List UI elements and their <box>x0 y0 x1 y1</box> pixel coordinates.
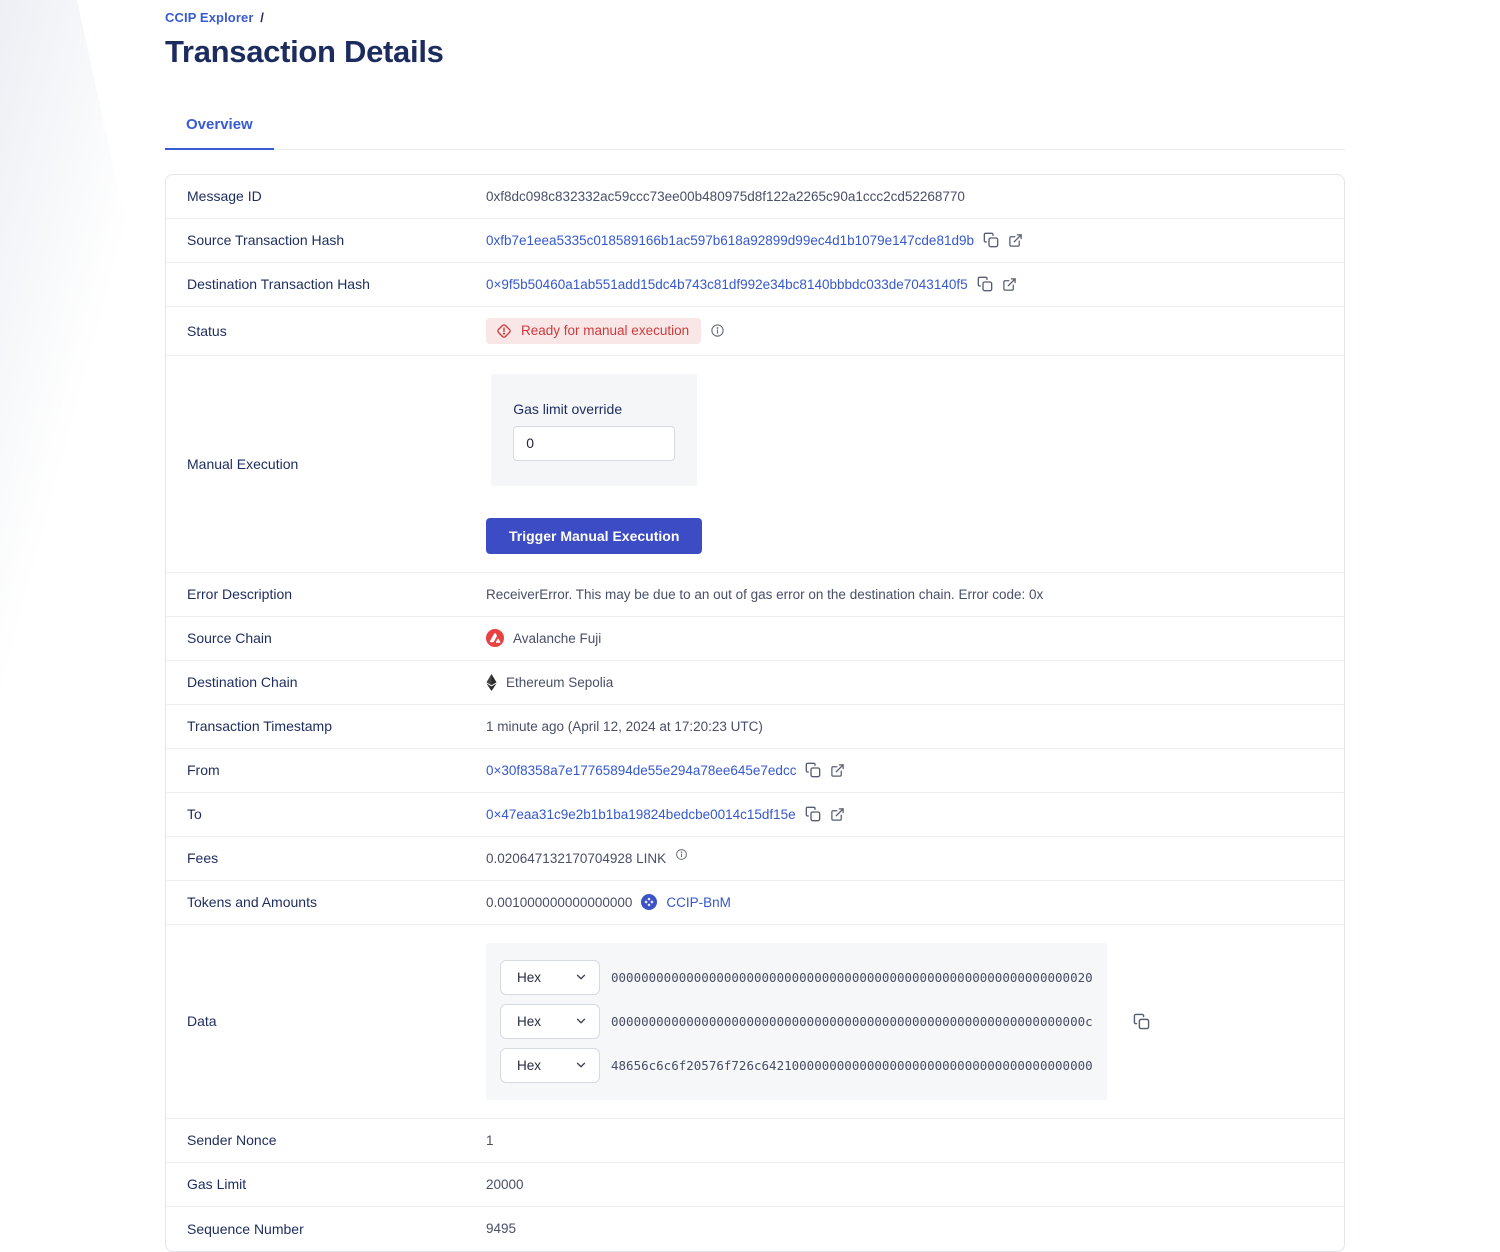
destination-chain-value: Ethereum Sepolia <box>506 674 614 690</box>
external-link-icon[interactable] <box>830 763 845 778</box>
external-link-icon[interactable] <box>1002 277 1017 292</box>
sender-nonce-value: 1 <box>486 1132 494 1148</box>
source-chain-label: Source Chain <box>187 630 272 647</box>
row-source-chain: Source Chain Avalanche Fuji <box>166 617 1344 661</box>
from-address-link[interactable]: 0×30f8358a7e17765894de55e294a78ee645e7ed… <box>486 762 797 778</box>
ccip-bnm-token-link[interactable]: CCIP-BnM <box>666 894 731 910</box>
external-link-icon[interactable] <box>830 807 845 822</box>
row-sequence-number: Sequence Number 9495 <box>166 1207 1344 1251</box>
tab-overview[interactable]: Overview <box>165 107 274 150</box>
fees-value: 0.020647132170704928 LINK <box>486 850 667 866</box>
copy-icon[interactable] <box>983 232 999 248</box>
row-manual-execution: Manual Execution Gas limit override Trig… <box>166 356 1344 573</box>
to-label: To <box>187 806 202 823</box>
row-tokens-and-amounts: Tokens and Amounts 0.001000000000000000 … <box>166 881 1344 925</box>
row-status: Status Ready for manual execution <box>166 307 1344 356</box>
sequence-number-label: Sequence Number <box>187 1220 304 1237</box>
data-line: Hex 000000000000000000000000000000000000… <box>500 959 1093 995</box>
to-address-link[interactable]: 0×47eaa31c9e2b1b1ba19824bedcbe0014c15df1… <box>486 806 796 822</box>
breadcrumb-separator: / <box>260 10 264 25</box>
data-format-select[interactable]: Hex <box>500 959 600 995</box>
data-format-selected: Hex <box>517 969 542 985</box>
data-hex-panel: Hex 000000000000000000000000000000000000… <box>486 942 1107 1100</box>
avalanche-chain-icon <box>486 629 504 648</box>
transaction-timestamp-label: Transaction Timestamp <box>187 718 332 735</box>
data-line: Hex 48656c6c6f20576f726c6421000000000000… <box>500 1047 1093 1083</box>
row-gas-limit: Gas Limit 20000 <box>166 1163 1344 1207</box>
copy-icon[interactable] <box>805 806 821 822</box>
row-to: To 0×47eaa31c9e2b1b1ba19824bedcbe0014c15… <box>166 793 1344 837</box>
token-amount: 0.001000000000000000 <box>486 894 633 910</box>
source-tx-hash-label: Source Transaction Hash <box>187 232 345 249</box>
info-icon[interactable] <box>675 848 688 861</box>
copy-icon[interactable] <box>977 276 993 292</box>
fees-label: Fees <box>187 850 219 867</box>
chevron-down-icon <box>574 1058 588 1072</box>
data-hex-value: 0000000000000000000000000000000000000000… <box>611 1013 1093 1029</box>
row-sender-nonce: Sender Nonce 1 <box>166 1119 1344 1163</box>
row-source-tx-hash: Source Transaction Hash 0xfb7e1eea5335c0… <box>166 219 1344 263</box>
gas-limit-value: 20000 <box>486 1176 524 1192</box>
background-gradient <box>0 0 140 760</box>
breadcrumb-link-ccip-explorer[interactable]: CCIP Explorer <box>165 10 254 25</box>
tokens-and-amounts-label: Tokens and Amounts <box>187 894 317 911</box>
destination-tx-hash-link[interactable]: 0×9f5b50460a1ab551add15dc4b743c81df992e3… <box>486 276 968 292</box>
message-id-label: Message ID <box>187 188 262 205</box>
details-card: Message ID 0xf8dc098c832332ac59ccc73ee00… <box>165 173 1345 1252</box>
row-destination-chain: Destination Chain Ethereum Sepolia <box>166 661 1344 705</box>
breadcrumb: CCIP Explorer / <box>165 10 1345 25</box>
trigger-manual-execution-button[interactable]: Trigger Manual Execution <box>486 517 703 554</box>
data-line: Hex 000000000000000000000000000000000000… <box>500 1003 1093 1039</box>
transaction-timestamp-value: 1 minute ago (April 12, 2024 at 17:20:23… <box>486 718 763 734</box>
sequence-number-value: 9495 <box>486 1221 517 1237</box>
transaction-details-page: CCIP Explorer / Transaction Details Over… <box>165 0 1345 1252</box>
data-format-selected: Hex <box>517 1013 542 1029</box>
data-hex-value: 48656c6c6f20576f726c64210000000000000000… <box>611 1057 1093 1073</box>
data-format-selected: Hex <box>517 1057 542 1073</box>
row-fees: Fees 0.020647132170704928 LINK <box>166 837 1344 881</box>
manual-execution-label: Manual Execution <box>187 455 299 472</box>
page-title: Transaction Details <box>165 34 444 69</box>
source-tx-hash-link[interactable]: 0xfb7e1eea5335c018589166b1ac597b618a9289… <box>486 232 974 248</box>
ethereum-chain-icon <box>486 673 497 691</box>
status-badge: Ready for manual execution <box>486 317 702 344</box>
row-from: From 0×30f8358a7e17765894de55e294a78ee64… <box>166 749 1344 793</box>
gas-limit-override-input[interactable] <box>513 425 676 461</box>
data-hex-value: 0000000000000000000000000000000000000000… <box>611 969 1093 985</box>
source-chain-value: Avalanche Fuji <box>513 630 602 646</box>
row-message-id: Message ID 0xf8dc098c832332ac59ccc73ee00… <box>166 175 1344 219</box>
data-format-select[interactable]: Hex <box>500 1003 600 1039</box>
from-label: From <box>187 762 220 779</box>
copy-icon[interactable] <box>805 762 821 778</box>
gas-limit-override-label: Gas limit override <box>513 400 623 417</box>
copy-icon[interactable] <box>1133 1013 1150 1030</box>
message-id-value: 0xf8dc098c832332ac59ccc73ee00b480975d8f1… <box>486 188 965 204</box>
error-description-label: Error Description <box>187 586 293 603</box>
error-description-value: ReceiverError. This may be due to an out… <box>486 586 1044 602</box>
row-transaction-timestamp: Transaction Timestamp 1 minute ago (Apri… <box>166 705 1344 749</box>
status-badge-text: Ready for manual execution <box>521 323 690 339</box>
row-error-description: Error Description ReceiverError. This ma… <box>166 573 1344 617</box>
gas-limit-override-panel: Gas limit override <box>491 373 698 486</box>
info-icon[interactable] <box>710 323 725 338</box>
gas-limit-label: Gas Limit <box>187 1176 247 1193</box>
destination-chain-label: Destination Chain <box>187 674 298 691</box>
external-link-icon[interactable] <box>1008 233 1023 248</box>
alert-diamond-icon <box>496 323 512 339</box>
tab-bar: Overview <box>165 107 1345 150</box>
data-format-select[interactable]: Hex <box>500 1047 600 1083</box>
row-destination-tx-hash: Destination Transaction Hash 0×9f5b50460… <box>166 263 1344 307</box>
row-data: Data Hex 0000000000000000000000000000000… <box>166 925 1344 1119</box>
status-label: Status <box>187 322 227 339</box>
data-label: Data <box>187 1013 217 1030</box>
sender-nonce-label: Sender Nonce <box>187 1132 277 1149</box>
chevron-down-icon <box>574 1014 588 1028</box>
destination-tx-hash-label: Destination Transaction Hash <box>187 276 370 293</box>
chevron-down-icon <box>574 970 588 984</box>
ccip-bnm-token-icon <box>641 894 658 911</box>
